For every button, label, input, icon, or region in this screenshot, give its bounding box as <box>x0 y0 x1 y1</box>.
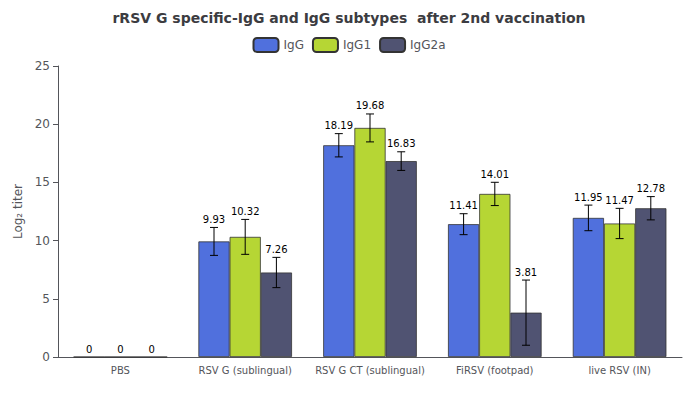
svg-text:PBS: PBS <box>111 365 130 376</box>
svg-text:10: 10 <box>35 234 50 248</box>
svg-text:16.83: 16.83 <box>387 138 416 149</box>
svg-text:20: 20 <box>35 117 50 131</box>
svg-text:0: 0 <box>86 344 92 355</box>
svg-text:11.95: 11.95 <box>574 192 603 203</box>
svg-text:11.41: 11.41 <box>449 200 478 211</box>
svg-text:RSV G CT (sublingual): RSV G CT (sublingual) <box>315 365 425 376</box>
svg-text:10.32: 10.32 <box>231 206 260 217</box>
svg-text:0: 0 <box>42 350 50 364</box>
svg-text:7.26: 7.26 <box>265 244 287 255</box>
svg-text:19.68: 19.68 <box>356 100 385 111</box>
svg-text:rRSV G specific-IgG and IgG su: rRSV G specific-IgG and IgG subtypes aft… <box>112 10 585 26</box>
svg-text:11.47: 11.47 <box>605 195 634 206</box>
svg-text:live RSV (IN): live RSV (IN) <box>588 365 650 376</box>
svg-text:3.81: 3.81 <box>515 267 537 278</box>
svg-text:9.93: 9.93 <box>203 214 225 225</box>
svg-text:14.01: 14.01 <box>480 169 509 180</box>
svg-text:0: 0 <box>117 344 123 355</box>
svg-text:15: 15 <box>35 175 50 189</box>
svg-text:IgG: IgG <box>284 38 304 52</box>
svg-text:IgG2a: IgG2a <box>410 38 445 52</box>
svg-text:Log₂ titer: Log₂ titer <box>11 184 25 239</box>
svg-text:IgG1: IgG1 <box>343 38 371 52</box>
svg-text:12.78: 12.78 <box>636 183 665 194</box>
svg-text:25: 25 <box>35 59 50 73</box>
svg-text:5: 5 <box>42 292 50 306</box>
svg-text:0: 0 <box>148 344 154 355</box>
svg-text:RSV G (sublingual): RSV G (sublingual) <box>198 365 292 376</box>
svg-text:18.19: 18.19 <box>324 120 353 131</box>
svg-text:FiRSV (footpad): FiRSV (footpad) <box>456 365 534 376</box>
